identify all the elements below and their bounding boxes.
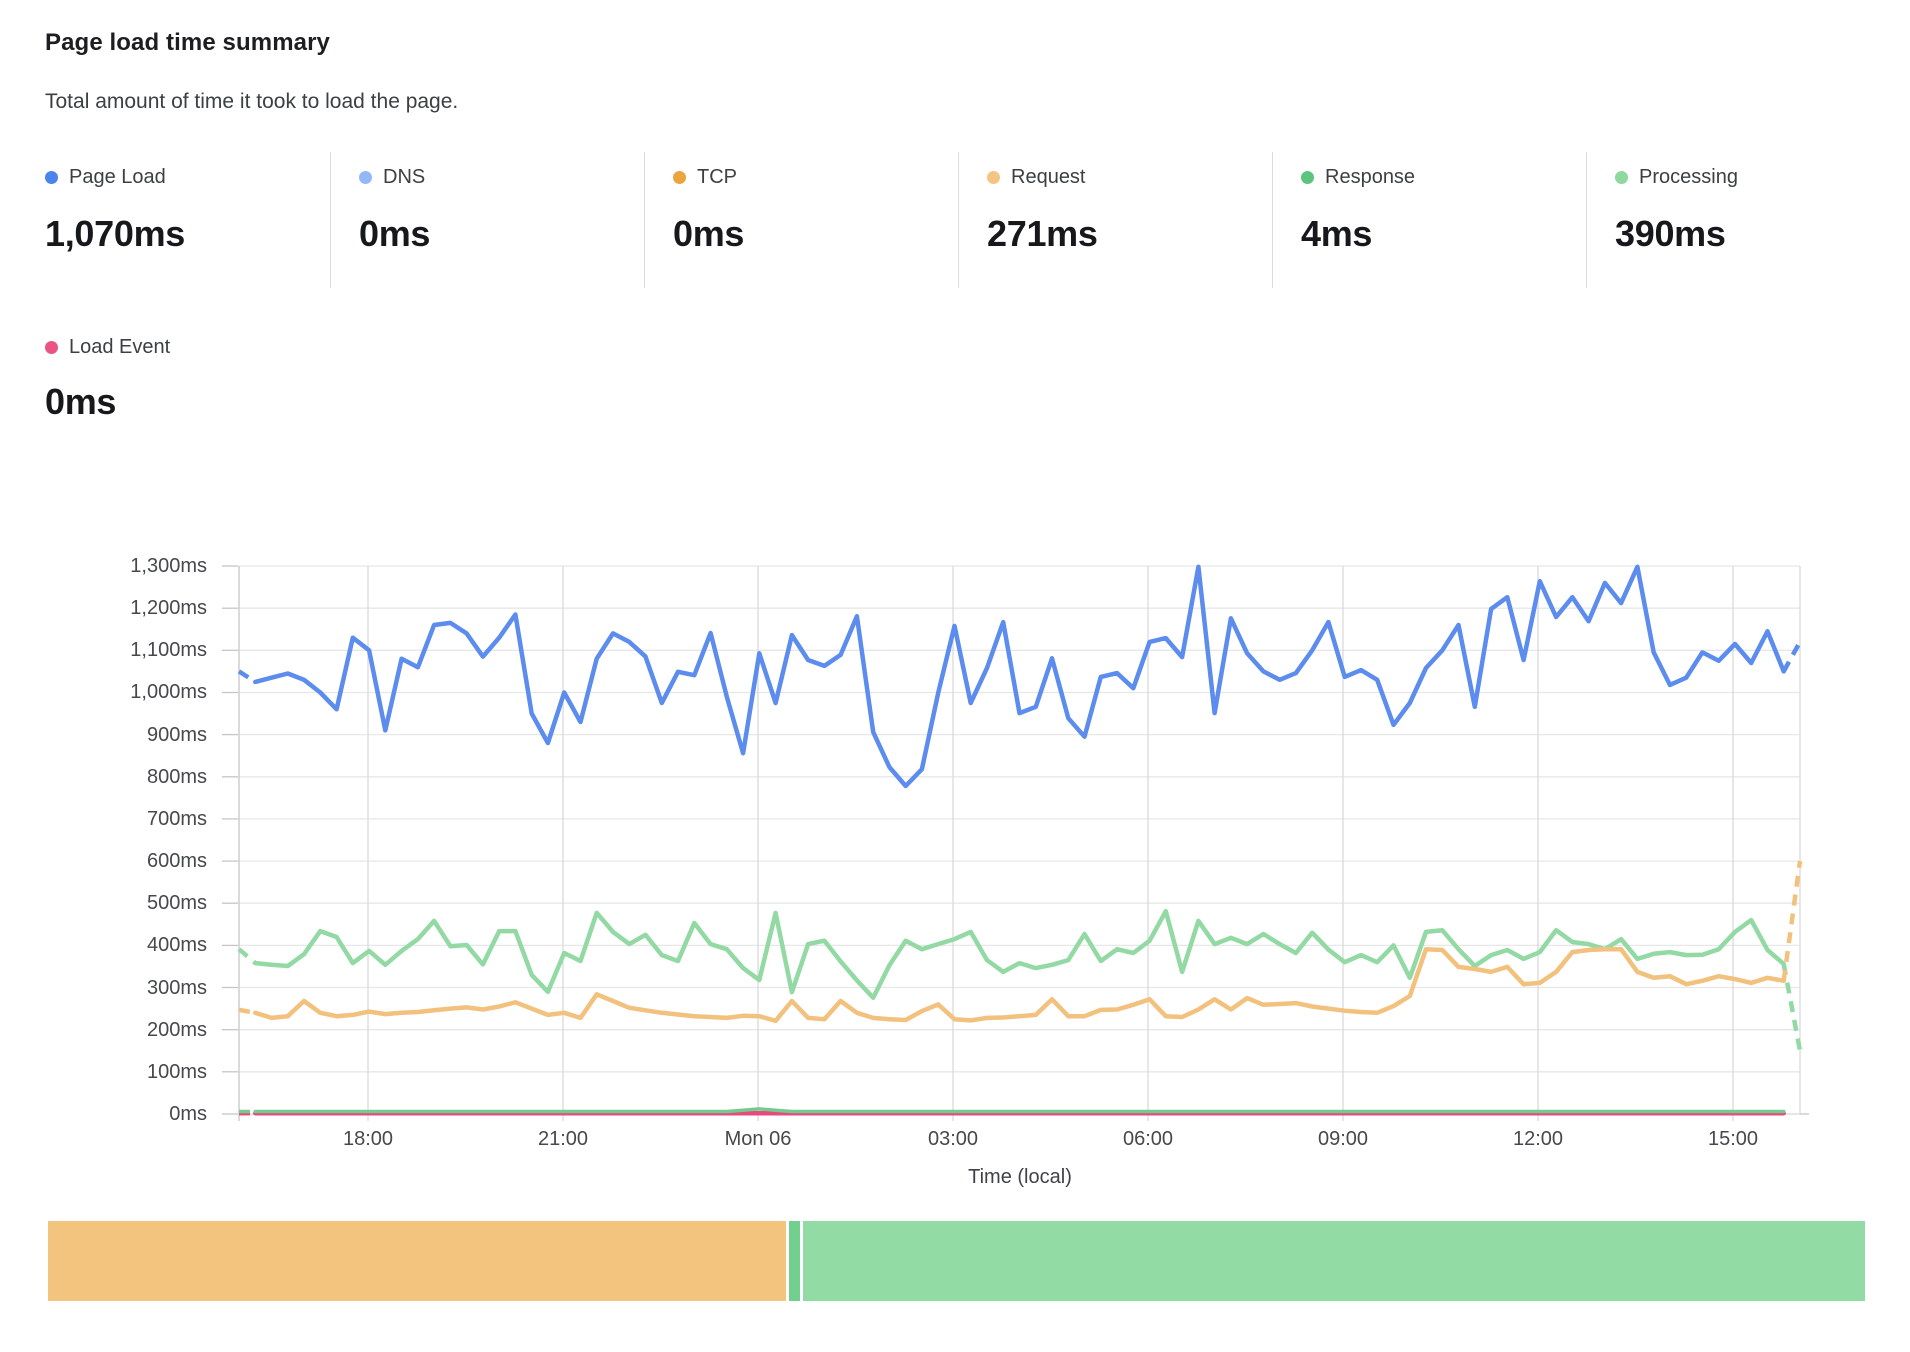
dns-legend-dot-icon (359, 171, 372, 184)
x-axis-label: 09:00 (1317, 1128, 1369, 1150)
x-axis-label: Mon 06 (724, 1128, 792, 1150)
metric-value: 0ms (359, 213, 431, 254)
y-axis-label: 800ms (146, 766, 207, 788)
y-axis-label: 1,200ms (130, 597, 207, 619)
metric-label: DNS (383, 166, 426, 188)
metric-card-processing[interactable]: Processing 390ms (1615, 152, 1901, 288)
x-axis-label: 12:00 (1512, 1128, 1564, 1150)
metrics-legend: Page Load 1,070ms DNS 0ms TCP 0ms Reques… (45, 152, 1910, 288)
x-axis-label: 03:00 (927, 1128, 979, 1150)
metric-value: 390ms (1615, 213, 1726, 254)
metric-value: 0ms (673, 213, 745, 254)
series-request-dash-end (1781, 860, 1803, 982)
x-axis-label: 21:00 (537, 1128, 589, 1150)
tcp-legend-dot-icon (673, 171, 686, 184)
x-axis-label: 18:00 (342, 1128, 394, 1150)
metric-card-response[interactable]: Response 4ms (1301, 152, 1587, 288)
metric-card-page-load[interactable]: Page Load 1,070ms (45, 152, 331, 288)
metric-value: 271ms (987, 213, 1098, 254)
series-processing-line (253, 908, 1786, 1000)
page-subtitle: Total amount of time it took to load the… (45, 90, 459, 113)
x-axis-title: Time (local) (968, 1166, 1072, 1188)
bar-segment-request (48, 1221, 786, 1301)
series-request-dash-start (238, 1007, 256, 1016)
y-axis-label: 400ms (146, 934, 207, 956)
metric-label: Request (1011, 166, 1086, 188)
metric-label: Load Event (69, 336, 171, 358)
series-page-load-dash-end (1781, 640, 1802, 673)
metric-label: Page Load (69, 166, 166, 188)
metric-card-tcp[interactable]: TCP 0ms (673, 152, 959, 288)
y-axis-label: 900ms (146, 724, 207, 746)
series-processing-dash-end (1781, 963, 1803, 1052)
y-axis-label: 0ms (169, 1103, 207, 1125)
y-axis-label: 700ms (146, 808, 207, 830)
metric-card-load-event[interactable]: Load Event 0ms (45, 322, 331, 423)
series-page-load-line (253, 564, 1786, 789)
metric-label: Response (1325, 166, 1416, 188)
timing-breakdown-bar (48, 1221, 1865, 1301)
bar-segment-response (789, 1221, 800, 1301)
metric-card-dns[interactable]: DNS 0ms (359, 152, 645, 288)
bar-segment-processing (802, 1221, 1865, 1301)
y-axis-label: 1,300ms (130, 555, 207, 577)
x-axis-label: 06:00 (1122, 1128, 1174, 1150)
metric-value: 1,070ms (45, 213, 186, 254)
y-axis-label: 500ms (146, 892, 207, 914)
processing-legend-dot-icon (1615, 171, 1628, 184)
metric-card-request[interactable]: Request 271ms (987, 152, 1273, 288)
metric-value: 0ms (45, 381, 117, 422)
series-request-line (253, 946, 1786, 1024)
y-axis-label: 1,000ms (130, 681, 207, 703)
metric-label: TCP (697, 166, 737, 188)
series-response-line (253, 1107, 1786, 1114)
metric-value: 4ms (1301, 213, 1373, 254)
y-axis-label: 300ms (146, 977, 207, 999)
y-axis-label: 200ms (146, 1019, 207, 1041)
series-processing-dash-start (237, 947, 257, 965)
series-page-load-dash-start (237, 669, 257, 684)
x-axis-label: 15:00 (1707, 1128, 1759, 1150)
y-axis-label: 600ms (146, 850, 207, 872)
load-event-legend-dot-icon (45, 341, 58, 354)
y-axis-label: 100ms (146, 1061, 207, 1083)
y-axis-label: 1,100ms (130, 639, 207, 661)
request-legend-dot-icon (987, 171, 1000, 184)
response-legend-dot-icon (1301, 171, 1314, 184)
page-load-legend-dot-icon (45, 171, 58, 184)
metric-label: Processing (1639, 166, 1738, 188)
page-title: Page load time summary (45, 29, 330, 56)
